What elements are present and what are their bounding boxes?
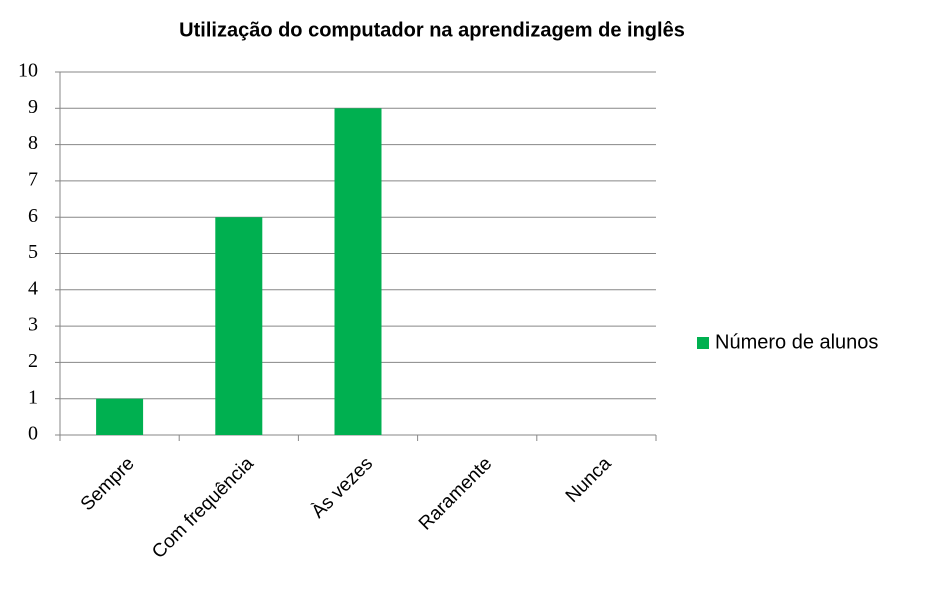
y-tick-label: 6 [28,205,38,227]
y-tick-label: 4 [28,277,38,299]
x-tick-label: Raramente [415,453,496,534]
x-tick-label: Com frequência [148,453,258,563]
chart-title: Utilização do computador na aprendizagem… [179,19,685,41]
legend-swatch [697,337,709,349]
y-tick-label: 9 [28,96,38,118]
x-tick-label: Nunca [562,453,616,507]
y-tick-label: 10 [18,60,38,82]
y-tick-label: 3 [28,314,38,336]
bar [96,398,144,435]
x-tick-label: Sempre [77,453,139,515]
y-tick-label: 0 [28,423,38,445]
bar [215,217,263,435]
y-tick-label: 5 [28,241,38,263]
x-tick-label: Às vezes [308,453,377,522]
y-tick-label: 2 [28,350,38,372]
y-tick-label: 8 [28,132,38,154]
y-tick-label: 1 [28,386,38,408]
bar [334,108,382,436]
legend-label: Número de alunos [715,331,878,353]
y-tick-label: 7 [28,168,38,190]
